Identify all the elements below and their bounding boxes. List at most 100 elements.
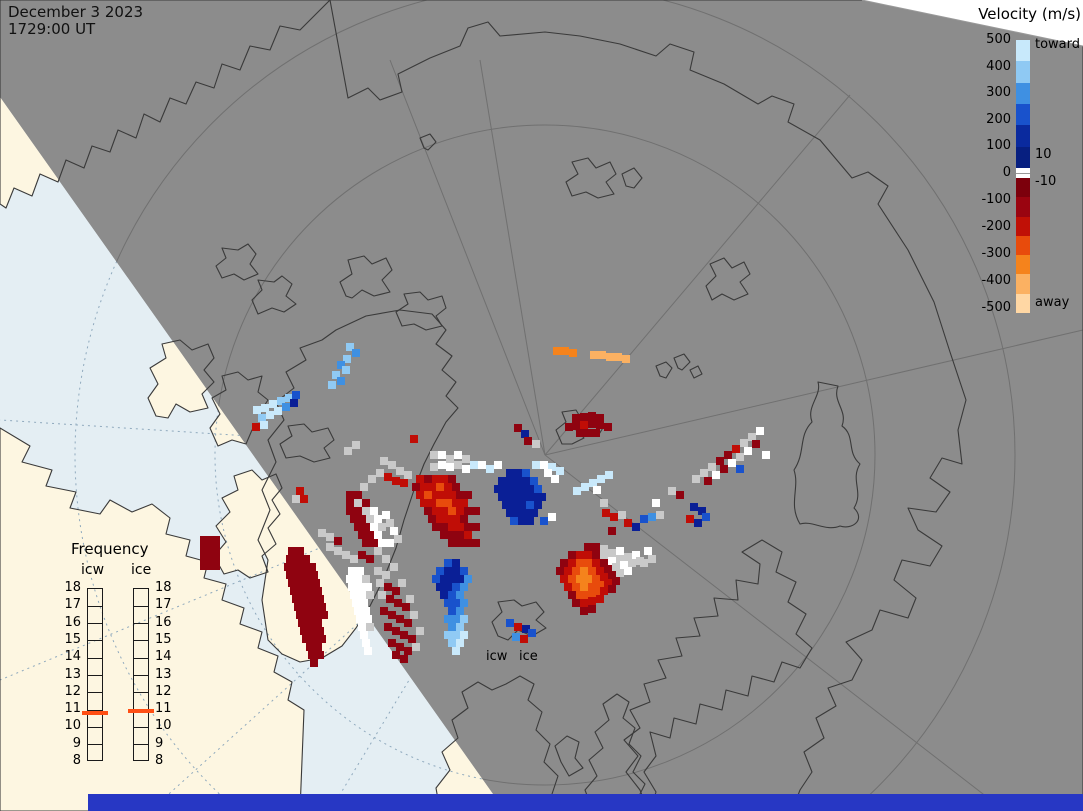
velocity-cell	[314, 643, 322, 651]
velocity-cell	[694, 519, 702, 527]
velocity-cell	[448, 523, 456, 531]
ladder-tick	[88, 675, 102, 676]
icw-tick-label: 18	[64, 580, 81, 595]
velocity-cell	[320, 611, 328, 619]
velocity-cell	[565, 423, 573, 431]
velocity-cell	[428, 483, 436, 491]
velocity-cell	[392, 477, 400, 485]
velocity-cell	[592, 551, 600, 559]
velocity-cell	[498, 493, 506, 501]
velocity-cell	[456, 507, 464, 515]
velocity-cell	[388, 639, 396, 647]
velocity-cell	[292, 495, 300, 503]
velocity-cell	[284, 563, 292, 571]
velocity-cell	[346, 507, 354, 515]
ice-frequency-marker	[128, 708, 154, 713]
colorbar-tick: -100	[981, 192, 1011, 207]
velocity-cell	[406, 595, 414, 603]
velocity-cell	[436, 583, 444, 591]
velocity-cell	[432, 491, 440, 499]
velocity-cell	[290, 587, 298, 595]
velocity-cell	[394, 599, 402, 607]
velocity-cell	[605, 471, 613, 479]
velocity-cell	[456, 523, 464, 531]
velocity-cell	[514, 509, 522, 517]
velocity-cell	[456, 539, 464, 547]
velocity-cell	[396, 615, 404, 623]
velocity-cell	[380, 607, 388, 615]
velocity-cell	[551, 475, 559, 483]
velocity-cell	[462, 455, 470, 463]
velocity-cell	[362, 499, 370, 507]
velocity-cell	[346, 575, 354, 583]
velocity-cell	[444, 559, 452, 567]
velocity-cell	[748, 433, 756, 441]
colorbar-away-segment	[1016, 197, 1030, 218]
velocity-cell	[616, 555, 624, 563]
velocity-cell	[412, 643, 420, 651]
colorbar-toward-label: toward	[1035, 37, 1081, 52]
velocity-cell	[448, 639, 456, 647]
velocity-cell	[576, 591, 584, 599]
velocity-cell	[456, 491, 464, 499]
velocity-cell	[436, 515, 444, 523]
velocity-cell	[378, 539, 386, 547]
velocity-cell	[358, 551, 366, 559]
velocity-cell	[314, 587, 322, 595]
velocity-cell	[580, 567, 588, 575]
velocity-cell	[564, 567, 572, 575]
velocity-cell	[376, 469, 384, 477]
velocity-cell	[472, 539, 480, 547]
icw-tick-label: 15	[64, 631, 81, 647]
ice-tick-label: 11	[155, 701, 172, 717]
colorbar-zero-line	[1016, 173, 1030, 174]
velocity-cell	[622, 355, 630, 363]
velocity-cell	[514, 623, 522, 631]
velocity-cell	[412, 483, 420, 491]
velocity-cell	[438, 451, 446, 459]
velocity-cell	[712, 471, 720, 479]
velocity-cell	[588, 412, 596, 420]
velocity-cell	[354, 499, 362, 507]
velocity-cell	[628, 559, 636, 567]
velocity-cell	[380, 457, 388, 465]
velocity-cell	[342, 366, 350, 374]
velocity-cell	[370, 539, 378, 547]
velocity-cell	[561, 347, 569, 355]
velocity-cell	[448, 591, 456, 599]
velocity-cell	[350, 591, 358, 599]
velocity-cell	[452, 515, 460, 523]
velocity-cell	[452, 559, 460, 567]
velocity-cell	[310, 571, 318, 579]
ladder-tick	[134, 692, 148, 694]
ice-tick-label: 17	[155, 597, 172, 613]
velocity-cell	[588, 583, 596, 591]
velocity-cell	[600, 545, 608, 553]
ladder-tick	[134, 640, 148, 642]
velocity-cell	[524, 437, 532, 445]
velocity-cell	[526, 517, 534, 525]
velocity-cell	[510, 517, 518, 525]
velocity-cell	[632, 523, 640, 531]
velocity-cell	[424, 507, 432, 515]
velocity-cell	[616, 547, 624, 555]
velocity-cell	[700, 469, 708, 477]
velocity-cell	[343, 355, 351, 363]
colorbar-toward-segment	[1016, 82, 1030, 105]
velocity-cell	[337, 377, 345, 385]
velocity-cell	[648, 513, 656, 521]
colorbar-away-label: away	[1035, 295, 1070, 310]
velocity-cell	[444, 515, 452, 523]
velocity-cell	[448, 507, 456, 515]
velocity-cell	[580, 413, 588, 421]
velocity-cell	[444, 631, 452, 639]
velocity-cell	[576, 429, 584, 437]
velocity-cell	[444, 499, 452, 507]
velocity-cell	[702, 513, 710, 521]
velocity-cell	[368, 475, 376, 483]
velocity-cell	[624, 553, 632, 561]
velocity-cell	[526, 485, 534, 493]
velocity-cell	[580, 607, 588, 615]
velocity-cell	[506, 477, 514, 485]
velocity-cell	[572, 599, 580, 607]
